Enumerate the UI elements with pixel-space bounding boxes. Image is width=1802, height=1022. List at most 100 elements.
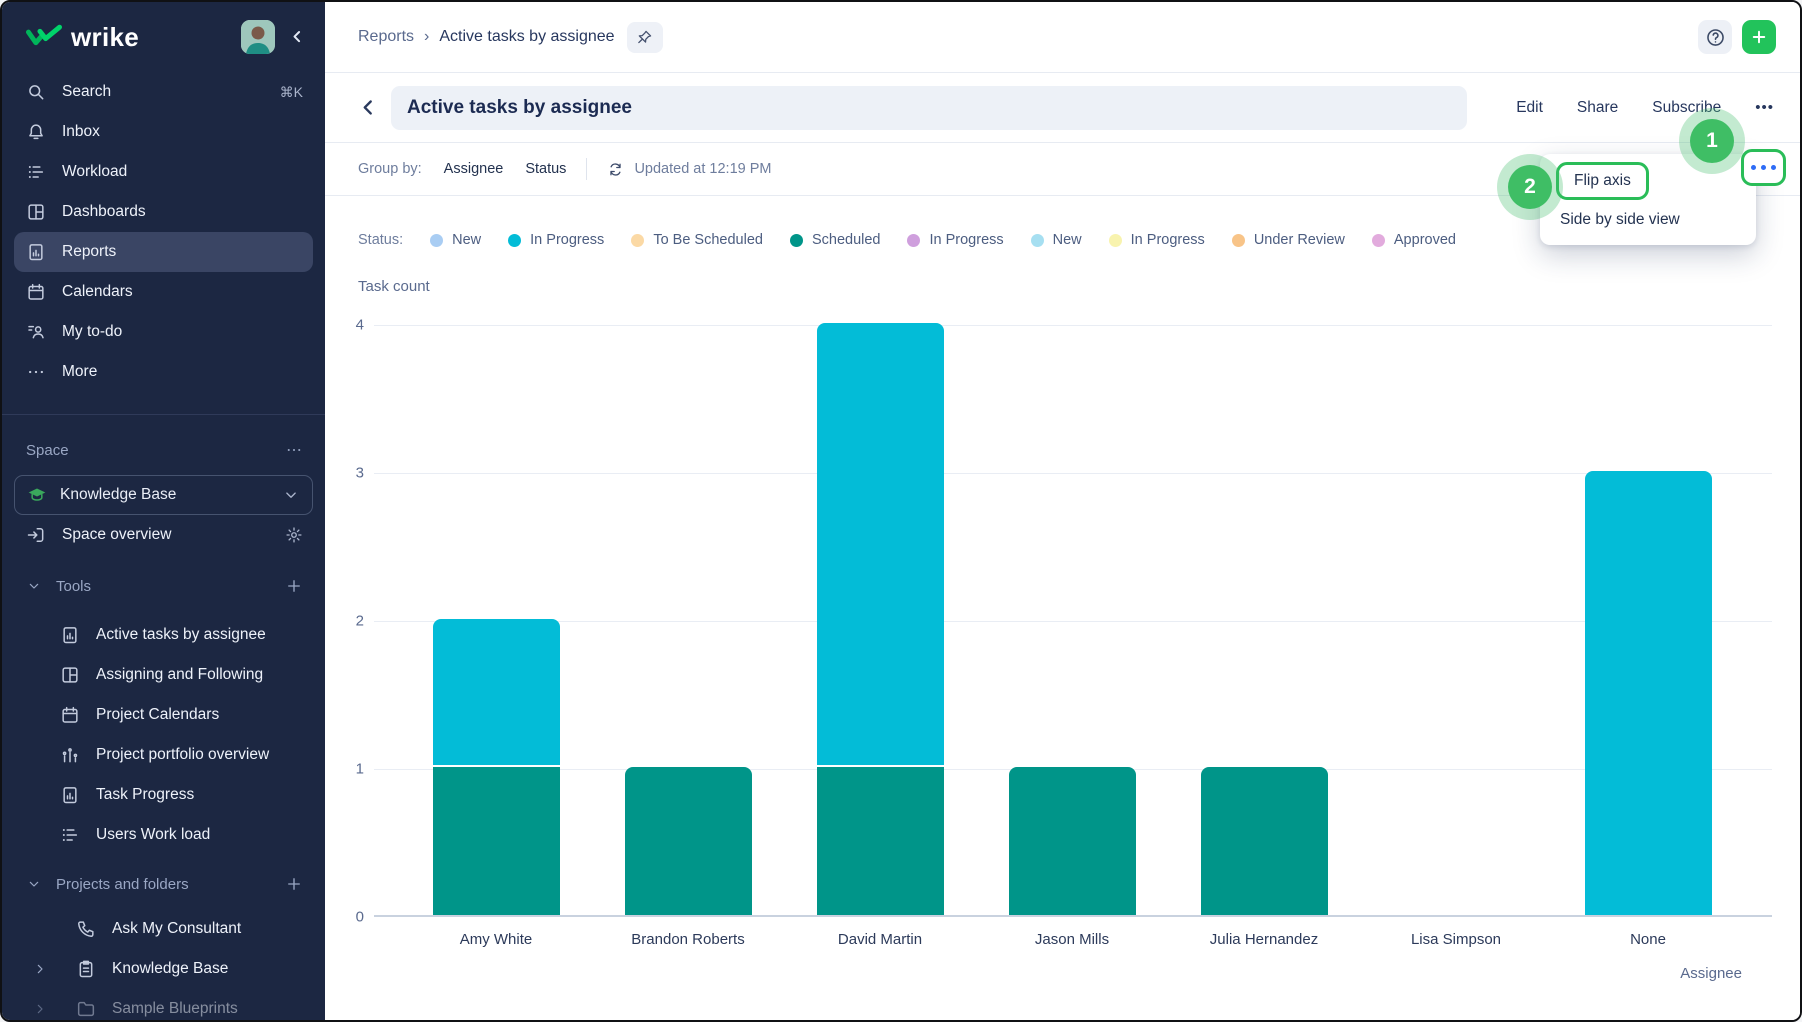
- x-label-none: None: [1630, 931, 1666, 948]
- add-project-icon[interactable]: [285, 875, 303, 893]
- collapse-sidebar-icon[interactable]: [287, 27, 307, 47]
- sidebar-item-calendars[interactable]: Calendars: [14, 272, 313, 312]
- toolbar-divider: [586, 158, 588, 180]
- tool-item-project-portfolio-overview[interactable]: Project portfolio overview: [14, 735, 313, 775]
- space-selector[interactable]: Knowledge Base: [14, 475, 313, 515]
- legend-item-under-review: Under Review: [1231, 232, 1345, 248]
- share-button[interactable]: Share: [1576, 98, 1619, 116]
- bar-david-martin[interactable]: [816, 323, 944, 915]
- create-new-button[interactable]: [1742, 20, 1776, 54]
- menu-item-flip-axis[interactable]: Flip axis: [1556, 162, 1649, 200]
- legend-item-new: New: [1030, 232, 1082, 248]
- sidebar-item-search[interactable]: Search ⌘K: [14, 72, 313, 112]
- sidebar-item-reports[interactable]: Reports: [14, 232, 313, 272]
- legend-item-new: New: [430, 232, 481, 248]
- avatar-image: [241, 20, 275, 54]
- report-title-input[interactable]: Active tasks by assignee: [391, 85, 1467, 130]
- chevron-right-icon[interactable]: [32, 961, 60, 977]
- chart-options-button[interactable]: [1741, 149, 1786, 186]
- refresh-icon[interactable]: [607, 161, 624, 178]
- legend-dot: [789, 233, 803, 247]
- tool-item-assigning-and-following[interactable]: Assigning and Following: [14, 655, 313, 695]
- sidebar-item-label: More: [62, 363, 98, 380]
- sidebar-item-workload[interactable]: Workload: [14, 152, 313, 192]
- space-more-icon[interactable]: [285, 441, 303, 459]
- projects-section-label: Projects and folders: [56, 875, 189, 893]
- bar-segment: [1584, 471, 1712, 915]
- tool-item-task-progress[interactable]: Task Progress: [14, 775, 313, 815]
- sidebar-item-more[interactable]: More: [14, 352, 313, 392]
- phone-icon: [76, 919, 96, 939]
- project-item-ask-my-consultant[interactable]: Ask My Consultant: [14, 909, 313, 949]
- pin-button[interactable]: [626, 21, 663, 53]
- project-item-knowledge-base[interactable]: Knowledge Base: [14, 949, 313, 989]
- tools-collapse-icon[interactable]: [26, 578, 42, 594]
- legend-dot: [430, 233, 444, 247]
- search-shortcut: ⌘K: [279, 83, 303, 100]
- sidebar-item-dashboards[interactable]: Dashboards: [14, 192, 313, 232]
- legend-item-in-progress: In Progress: [907, 232, 1004, 248]
- tools-section-label: Tools: [56, 577, 92, 595]
- chevron-right-icon[interactable]: [32, 1001, 60, 1017]
- edit-button[interactable]: Edit: [1516, 98, 1543, 116]
- bar-none[interactable]: [1584, 471, 1712, 915]
- title-more-button[interactable]: •••: [1755, 99, 1774, 116]
- y-tick-0: 0: [355, 908, 364, 926]
- group-by-status[interactable]: Status: [525, 161, 567, 177]
- add-tool-icon[interactable]: [285, 577, 303, 595]
- dot: [1751, 165, 1756, 170]
- bar-brandon-roberts[interactable]: [624, 767, 752, 915]
- main-panel: Reports › Active tasks by assignee Activ…: [325, 2, 1800, 1020]
- bar-segment: [432, 767, 560, 915]
- question-icon: [1705, 27, 1726, 48]
- topbar-right: [1698, 20, 1776, 54]
- x-label-amy-white: Amy White: [459, 931, 533, 948]
- tools-section-header[interactable]: Tools: [14, 571, 313, 601]
- sidebar-item-label: Search: [62, 83, 112, 100]
- back-button[interactable]: [355, 95, 381, 121]
- legend-item-label: To Be Scheduled: [653, 232, 763, 248]
- help-button[interactable]: [1698, 20, 1732, 54]
- legend-dot: [1231, 233, 1245, 247]
- wrike-logo-icon: [26, 24, 62, 46]
- gear-icon[interactable]: [285, 526, 303, 544]
- y-tick-4: 4: [355, 316, 364, 334]
- legend-dot: [631, 233, 645, 247]
- bar-jason-mills[interactable]: [1008, 767, 1136, 915]
- podium-icon: [60, 745, 80, 765]
- subscribe-button[interactable]: Subscribe: [1652, 98, 1722, 116]
- user-avatar[interactable]: [241, 20, 275, 54]
- sidebar-item-inbox[interactable]: Inbox: [14, 112, 313, 152]
- space-overview-label: Space overview: [62, 526, 172, 543]
- tool-item-active-tasks-by-assignee[interactable]: Active tasks by assignee: [14, 615, 313, 655]
- legend-item-in-progress: In Progress: [508, 232, 604, 248]
- tools-list: Active tasks by assignee Assigning and Fo…: [2, 615, 325, 855]
- dashboards-icon: [60, 665, 80, 685]
- tool-item-label: Users Work load: [96, 826, 211, 843]
- projects-section-header[interactable]: Projects and folders: [14, 869, 313, 899]
- updated-timestamp: Updated at 12:19 PM: [634, 161, 772, 177]
- legend-item-scheduled: Scheduled: [789, 232, 880, 248]
- sidebar-item-my-to-do[interactable]: My to-do: [14, 312, 313, 352]
- breadcrumb-reports[interactable]: Reports: [358, 28, 415, 45]
- calendar-icon: [60, 705, 80, 725]
- project-item-sample-blueprints[interactable]: Sample Blueprints: [14, 989, 313, 1020]
- projects-collapse-icon[interactable]: [26, 876, 42, 892]
- sidebar-item-space-overview[interactable]: Space overview: [14, 515, 313, 555]
- sidebar-item-label: Workload: [62, 163, 128, 180]
- tool-item-users-work-load[interactable]: Users Work load: [14, 815, 313, 855]
- legend-item-label: In Progress: [1130, 232, 1205, 248]
- wrike-logo[interactable]: wrike: [26, 22, 241, 53]
- bar-julia-hernandez[interactable]: [1200, 767, 1328, 915]
- graduation-cap-icon: [27, 485, 47, 505]
- tool-item-project-calendars[interactable]: Project Calendars: [14, 695, 313, 735]
- group-by-assignee[interactable]: Assignee: [443, 161, 504, 177]
- sidebar-item-label: Dashboards: [62, 203, 146, 220]
- bar-amy-white[interactable]: [432, 619, 560, 915]
- calendar-icon: [26, 282, 46, 302]
- bar-segment: [1200, 767, 1328, 915]
- todo-icon: [26, 322, 46, 342]
- menu-item-side-by-side[interactable]: Side by side view: [1560, 211, 1680, 228]
- space-section-label: Space: [26, 441, 69, 459]
